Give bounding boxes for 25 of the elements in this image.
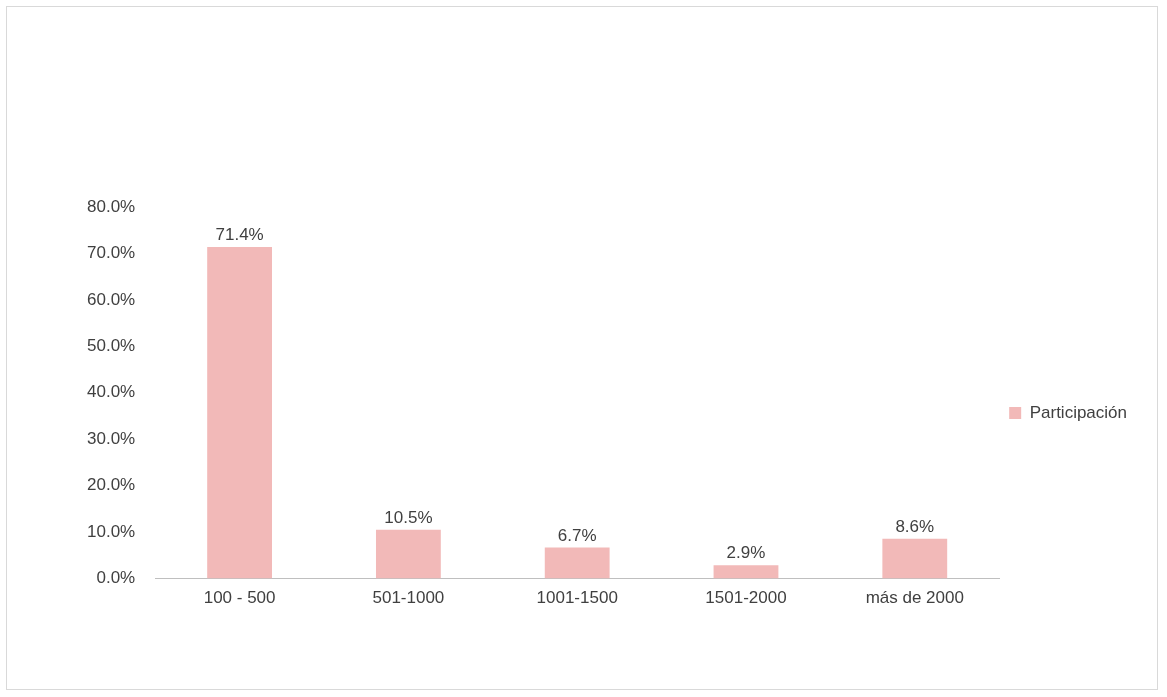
- x-tick-label: 1501-2000: [705, 588, 787, 608]
- data-label: 71.4%: [215, 225, 264, 245]
- bar: [882, 538, 948, 579]
- y-tick-label: 80.0%: [87, 196, 136, 216]
- x-tick-label: 1001-1500: [536, 588, 618, 608]
- data-label: 8.6%: [895, 516, 935, 536]
- y-tick-label: 20.0%: [87, 475, 136, 495]
- data-label: 10.5%: [384, 508, 433, 528]
- y-tick-label: 70.0%: [87, 243, 136, 263]
- data-label: 2.9%: [726, 543, 766, 563]
- y-tick-label: 30.0%: [87, 428, 136, 448]
- y-tick-label: 10.0%: [87, 521, 136, 541]
- bar: [544, 547, 610, 579]
- bar: [207, 246, 273, 579]
- x-tick-label: 501-1000: [372, 588, 445, 608]
- y-tick-label: 0.0%: [96, 568, 136, 588]
- y-tick-label: 60.0%: [87, 289, 136, 309]
- legend-label: Participación: [1029, 402, 1127, 422]
- bar: [713, 565, 779, 579]
- data-label: 6.7%: [557, 525, 597, 545]
- bar: [375, 529, 441, 579]
- x-tick-label: más de 2000: [865, 588, 964, 608]
- x-tick-label: 100 - 500: [203, 588, 276, 608]
- y-tick-label: 40.0%: [87, 382, 136, 402]
- y-tick-label: 50.0%: [87, 336, 136, 356]
